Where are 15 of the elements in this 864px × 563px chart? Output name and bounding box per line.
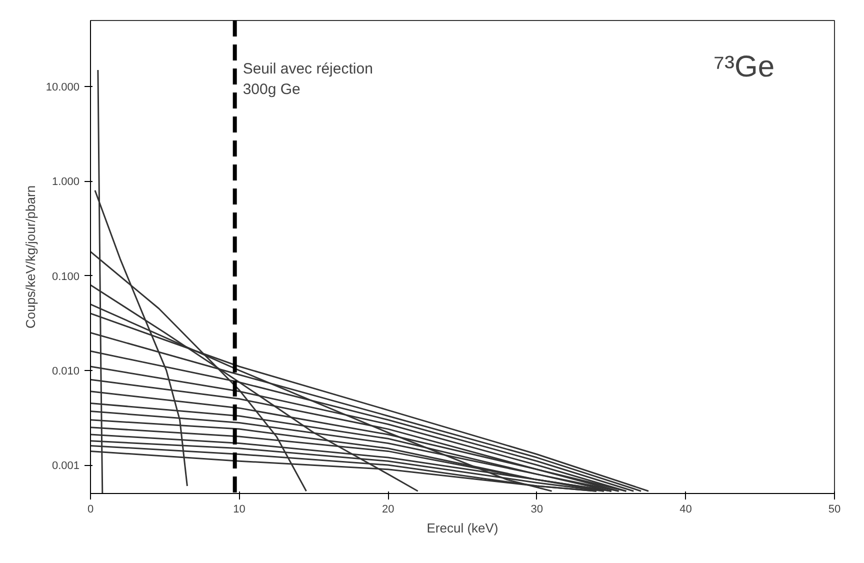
y-tick-label: 0.001 bbox=[52, 460, 80, 472]
annotation: ⁷³Ge bbox=[714, 50, 775, 84]
y-tick-label: 1.000 bbox=[52, 176, 80, 188]
x-tick-label: 0 bbox=[87, 504, 94, 516]
y-axis-title: Coups/keV/kg/jour/pbarn bbox=[22, 185, 38, 329]
x-axis-title: Erecul (keV) bbox=[426, 520, 498, 536]
x-tick-label: 40 bbox=[680, 504, 692, 516]
x-tick-label: 30 bbox=[530, 504, 544, 516]
x-tick-label: 20 bbox=[382, 504, 394, 516]
x-tick-label: 50 bbox=[828, 504, 841, 516]
y-tick-label: 0.010 bbox=[52, 365, 80, 378]
ref-line-label: Seuil avec réjection 300g Ge bbox=[242, 60, 373, 98]
y-tick-label: 0.100 bbox=[52, 270, 80, 283]
x-tick-label: 10 bbox=[233, 504, 246, 516]
y-tick-label: 10.000 bbox=[46, 82, 80, 94]
